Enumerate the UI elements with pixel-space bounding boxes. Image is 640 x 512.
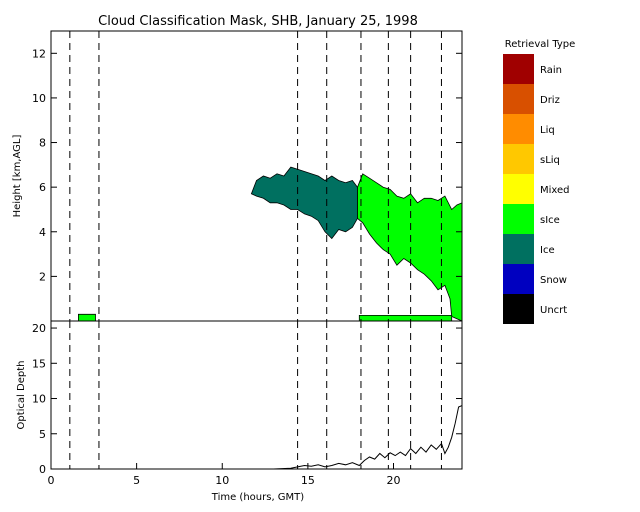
event-lines (69, 321, 442, 469)
legend-label: Snow (540, 275, 567, 286)
y-axis: 2 4 6 8 10 12 (32, 47, 462, 283)
cloud-layer-sice (78, 313, 96, 322)
y-axis-label: Height [km,AGL] (12, 135, 23, 218)
legend: Retrieval Type Rain Driz Liq sLiq Mixed sIce I… (503, 39, 575, 324)
x-tick-label: 0 (48, 474, 55, 487)
legend-label: Liq (540, 125, 555, 136)
y-tick-label: 2 (39, 270, 46, 283)
legend-swatch-sliq (503, 144, 534, 174)
plot-frame (50, 30, 463, 322)
legend-swatch-driz (503, 84, 534, 114)
legend-swatch-snow (503, 264, 534, 294)
cloud-layer-sice (358, 314, 453, 322)
y-tick-label: 5 (39, 428, 46, 441)
y-tick-label: 10 (32, 92, 46, 105)
legend-label: sIce (540, 215, 560, 226)
y-tick-label: 6 (39, 181, 46, 194)
y-tick-label: 20 (32, 322, 46, 335)
y-axis-label: Optical Depth (16, 361, 27, 430)
legend-swatch-sice (503, 204, 534, 234)
cloud-layer-sice (357, 173, 463, 322)
x-tick-label: 5 (133, 474, 140, 487)
x-axis-label: Time (hours, GMT) (211, 492, 305, 503)
x-tick-label: 15 (301, 474, 315, 487)
y-tick-label: 0 (39, 463, 46, 476)
x-tick-label: 20 (387, 474, 401, 487)
y-tick-label: 8 (39, 137, 46, 150)
x-axis: 0 5 10 15 20 (48, 463, 401, 487)
legend-label: Ice (540, 245, 555, 256)
legend-swatch-uncrt (503, 294, 534, 324)
legend-label: sLiq (540, 155, 560, 166)
event-lines (69, 31, 442, 321)
legend-swatch-rain (503, 54, 534, 84)
cloud-layers (78, 166, 463, 322)
y-tick-label: 12 (32, 47, 46, 60)
y-axis: 0 5 10 15 20 (32, 322, 462, 476)
plot-frame (50, 320, 463, 470)
cloud-layer-ice (250, 166, 358, 240)
legend-label: Driz (540, 95, 560, 106)
legend-label: Mixed (540, 185, 570, 196)
y-tick-label: 4 (39, 226, 46, 239)
y-tick-label: 10 (32, 393, 46, 406)
x-tick-label: 10 (215, 474, 229, 487)
optical-depth-panel: 0 5 10 15 20 0 5 10 15 20 Optical Depth Time (ho… (16, 320, 463, 503)
legend-title: Retrieval Type (505, 39, 576, 50)
chart-title: Cloud Classification Mask, SHB, January … (98, 14, 418, 29)
legend-swatch-mixed (503, 174, 534, 204)
y-tick-label: 15 (32, 357, 46, 370)
optical-depth-line (51, 405, 463, 470)
legend-label: Rain (540, 65, 562, 76)
legend-swatch-ice (503, 234, 534, 264)
legend-swatch-liq (503, 114, 534, 144)
cloud-mask-panel: 2 4 6 8 10 12 Height [km,AGL] (12, 30, 463, 322)
legend-label: Uncrt (540, 305, 567, 316)
